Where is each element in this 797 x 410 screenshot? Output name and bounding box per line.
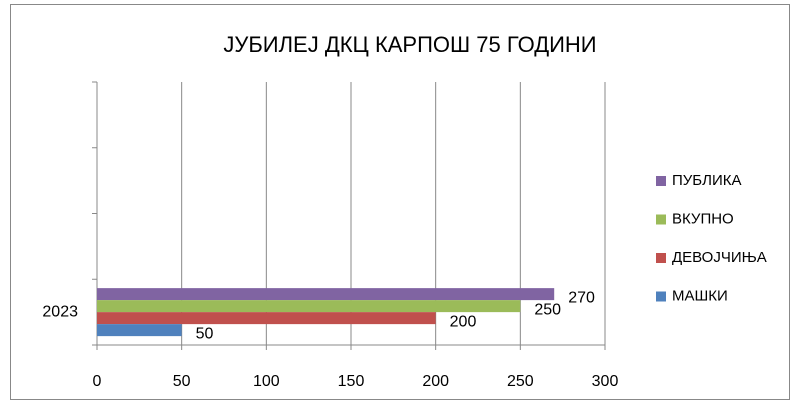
data-label: 200	[450, 313, 477, 330]
data-label: 50	[196, 325, 214, 342]
legend-swatch	[656, 253, 666, 263]
y-tick-label: 2023	[42, 303, 78, 320]
x-tick-label: 300	[592, 373, 619, 390]
chart-border	[10, 4, 790, 400]
legend-label: ПУБЛИКА	[672, 172, 742, 189]
legend-swatch	[656, 176, 666, 186]
data-label: 250	[534, 301, 561, 318]
legend-swatch	[656, 214, 666, 225]
x-tick-label: 200	[422, 373, 449, 390]
chart-title: ЈУБИЛЕЈ ДКЦ КАРПОШ 75 ГОДИНИ	[223, 32, 596, 57]
legend-label: ВКУПНО	[672, 210, 734, 227]
bar	[97, 324, 182, 337]
bar	[97, 300, 521, 313]
x-tick-label: 0	[93, 373, 102, 390]
x-tick-label: 150	[338, 373, 365, 390]
bar	[97, 288, 555, 301]
x-tick-label: 250	[507, 373, 534, 390]
legend-label: ДЕВОЈЧИЊА	[672, 249, 767, 266]
data-label: 270	[568, 289, 595, 306]
legend-swatch	[656, 291, 666, 302]
legend-label: МАШКИ	[672, 287, 728, 304]
x-tick-label: 50	[173, 373, 191, 390]
x-tick-label: 100	[253, 373, 280, 390]
bar	[97, 312, 436, 325]
